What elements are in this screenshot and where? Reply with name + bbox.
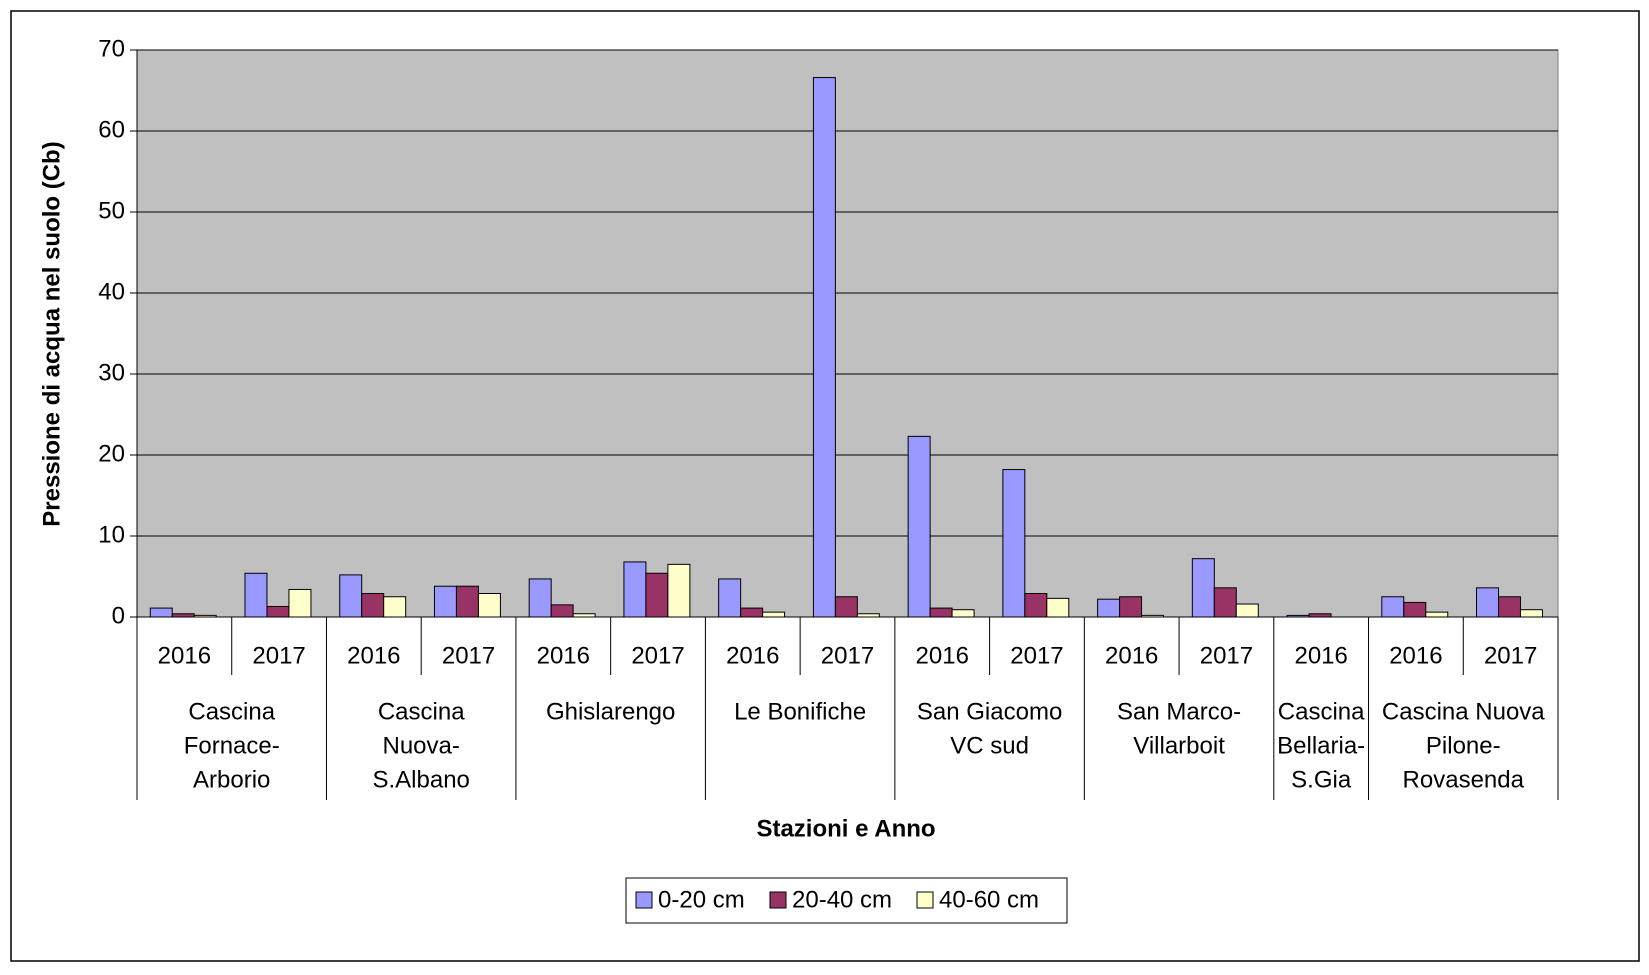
x-tick-label: 2017 bbox=[821, 642, 874, 669]
bar bbox=[572, 613, 596, 618]
group-label: Nuova- bbox=[383, 732, 460, 759]
y-tick-label: 50 bbox=[98, 197, 125, 224]
bar bbox=[1046, 597, 1070, 618]
bar bbox=[433, 585, 457, 618]
legend-label: 20-40 cm bbox=[792, 886, 892, 913]
bar bbox=[1519, 609, 1543, 618]
group-label: Cascina bbox=[378, 698, 465, 725]
x-tick-label: 2016 bbox=[916, 642, 969, 669]
bar bbox=[667, 563, 691, 618]
bar bbox=[1119, 596, 1143, 618]
bar bbox=[623, 561, 647, 618]
group-label: Cascina bbox=[1278, 698, 1365, 725]
x-tick-label: 2016 bbox=[726, 642, 779, 669]
bar bbox=[1425, 611, 1449, 618]
y-tick-label: 70 bbox=[98, 35, 125, 62]
x-tick-label: 2017 bbox=[252, 642, 305, 669]
group-label: Cascina Nuova bbox=[1382, 698, 1545, 725]
legend-swatch bbox=[769, 891, 787, 909]
legend-label: 0-20 cm bbox=[658, 886, 745, 913]
group-label: Villarboit bbox=[1133, 732, 1225, 759]
bar bbox=[645, 572, 669, 618]
bar bbox=[171, 613, 195, 618]
x-tick-label: 2017 bbox=[1010, 642, 1063, 669]
group-label: S.Gia bbox=[1291, 766, 1352, 793]
group-label: Fornace- bbox=[184, 732, 280, 759]
bar bbox=[951, 609, 975, 618]
bar bbox=[812, 77, 836, 618]
bar bbox=[718, 578, 742, 618]
x-tick-label: 2016 bbox=[347, 642, 400, 669]
bar bbox=[383, 596, 407, 618]
bar bbox=[266, 605, 290, 618]
group-label: Ghislarengo bbox=[546, 698, 675, 725]
x-tick-label: 2017 bbox=[1200, 642, 1253, 669]
y-tick-label: 0 bbox=[112, 602, 125, 629]
bar bbox=[1213, 587, 1237, 618]
x-axis-label: Stazioni e Anno bbox=[756, 815, 935, 842]
legend-swatch bbox=[635, 891, 653, 909]
bar bbox=[1476, 587, 1500, 618]
bar bbox=[1002, 469, 1026, 618]
group-label: Le Bonifiche bbox=[734, 698, 866, 725]
bar bbox=[834, 596, 858, 618]
bar bbox=[550, 604, 574, 618]
bar bbox=[339, 574, 363, 618]
legend-label: 40-60 cm bbox=[939, 886, 1039, 913]
y-tick-label: 60 bbox=[98, 116, 125, 143]
bar bbox=[1286, 614, 1310, 618]
x-tick-label: 2017 bbox=[1484, 642, 1537, 669]
x-tick-label: 2016 bbox=[1294, 642, 1347, 669]
bar bbox=[193, 614, 217, 618]
x-tick-label: 2016 bbox=[1105, 642, 1158, 669]
group-label: Rovasenda bbox=[1403, 766, 1525, 793]
bar bbox=[361, 593, 385, 618]
group-label: S.Albano bbox=[372, 766, 469, 793]
x-tick-label: 2017 bbox=[442, 642, 495, 669]
group-label: Arborio bbox=[193, 766, 270, 793]
bar bbox=[455, 585, 479, 618]
y-tick-label: 40 bbox=[98, 278, 125, 305]
bar bbox=[1308, 613, 1332, 618]
legend-box bbox=[625, 877, 1068, 924]
bar bbox=[1235, 603, 1259, 618]
group-label: Bellaria- bbox=[1277, 732, 1365, 759]
plot-area bbox=[136, 49, 1559, 618]
group-label: San Marco- bbox=[1117, 698, 1241, 725]
x-tick-label: 2016 bbox=[537, 642, 590, 669]
y-tick-label: 20 bbox=[98, 440, 125, 467]
x-tick-label: 2017 bbox=[631, 642, 684, 669]
group-label: VC sud bbox=[950, 732, 1029, 759]
bar bbox=[1381, 596, 1405, 618]
bar bbox=[1097, 598, 1121, 618]
bar bbox=[149, 607, 173, 618]
group-label: Cascina bbox=[188, 698, 275, 725]
bar bbox=[740, 607, 764, 618]
bar bbox=[1403, 601, 1427, 618]
bar bbox=[856, 613, 880, 618]
bar bbox=[1141, 614, 1165, 618]
x-tick-label: 2016 bbox=[1389, 642, 1442, 669]
y-tick-label: 10 bbox=[98, 521, 125, 548]
y-axis-label: Pressione di acqua nel suolo (Cb) bbox=[38, 141, 65, 526]
bar bbox=[477, 593, 501, 618]
bar bbox=[929, 607, 953, 618]
bar bbox=[528, 578, 552, 618]
bar bbox=[1498, 596, 1521, 618]
bar bbox=[1024, 593, 1048, 618]
bar bbox=[244, 572, 268, 618]
legend-swatch bbox=[916, 891, 934, 909]
group-label: Pilone- bbox=[1426, 732, 1501, 759]
bar bbox=[907, 435, 931, 618]
bar bbox=[1191, 558, 1215, 618]
x-tick-label: 2016 bbox=[158, 642, 211, 669]
bar bbox=[762, 611, 786, 618]
bar bbox=[288, 588, 312, 618]
y-tick-label: 30 bbox=[98, 359, 125, 386]
group-label: San Giacomo bbox=[917, 698, 1062, 725]
